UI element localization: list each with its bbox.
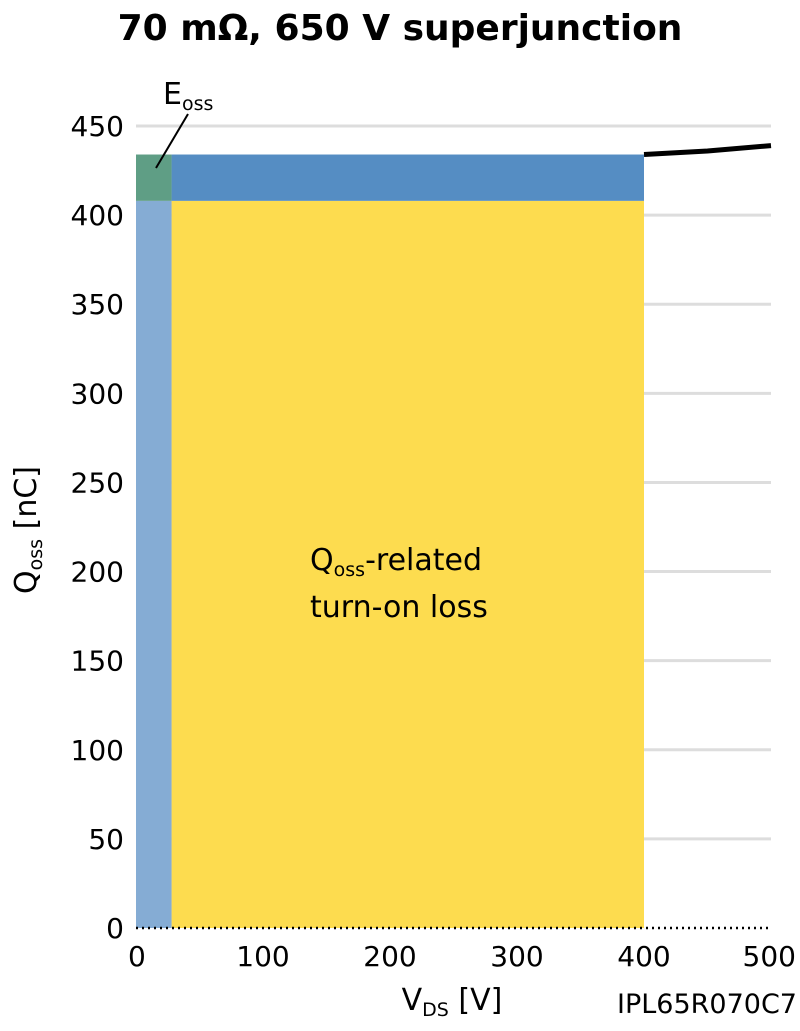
x-tick-label-300: 300 [490, 940, 543, 973]
x-tick-label-200: 200 [363, 940, 416, 973]
y-tick-label-50: 50 [88, 823, 124, 856]
y-axis-label: Qoss [nC] [9, 466, 47, 594]
region-2 [171, 154, 644, 201]
eoss-leader-line [155, 113, 189, 169]
loss-annotation-line1: Qoss-related [310, 543, 482, 581]
region-3 [136, 154, 172, 201]
y-tick-label-400: 400 [71, 199, 124, 232]
chart-title: 70 mΩ, 650 V superjunction [118, 8, 683, 49]
y-tick-label-350: 350 [71, 288, 124, 321]
y-tick-label-450: 450 [71, 110, 124, 143]
x-tick-label-400: 400 [617, 940, 670, 973]
qoss-curve [643, 143, 772, 158]
x-tick-label-100: 100 [236, 940, 289, 973]
x-tick-label-0: 0 [128, 940, 146, 973]
x-tick-label-500: 500 [743, 940, 796, 973]
y-tick-label-0: 0 [106, 912, 124, 945]
eoss-annotation: Eoss [163, 77, 213, 115]
part-number: IPL65R070C7 [617, 989, 797, 1020]
y-tick-label-150: 150 [71, 645, 124, 678]
y-tick-label-100: 100 [71, 734, 124, 767]
y-tick-label-300: 300 [71, 377, 124, 410]
loss-annotation-line2: turn-on loss [310, 590, 488, 625]
y-tick-label-250: 250 [71, 466, 124, 499]
y-tick-labels: 0 50 100 150 200 250 300 350 400 450 [71, 110, 124, 945]
curve-layer [643, 143, 772, 158]
x-tick-labels: 0 100 200 300 400 500 [128, 940, 796, 973]
y-tick-label-200: 200 [71, 556, 124, 589]
region-0 [171, 200, 644, 928]
region-1 [136, 200, 172, 928]
x-axis-label: VDS [V] [402, 983, 503, 1021]
regions [136, 154, 644, 928]
